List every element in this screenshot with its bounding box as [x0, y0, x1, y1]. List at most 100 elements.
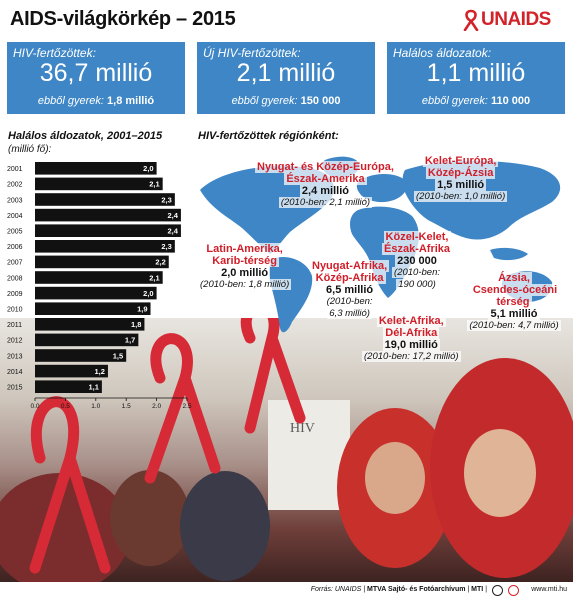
ribbon-group — [29, 300, 306, 574]
stat-sub-label: ebből gyerek: — [421, 95, 488, 107]
region-value: 6,5 millió — [324, 284, 376, 296]
face-4 — [365, 442, 425, 514]
stat-sub-value: 1,8 millió — [107, 95, 155, 107]
bar-value-label: 2,0 — [143, 289, 153, 298]
region-value: 19,0 millió — [382, 339, 440, 351]
unaids-logo: UNAIDS — [462, 9, 566, 33]
background-photo: HIV — [0, 300, 573, 593]
y-tick-label: 2001 — [7, 166, 23, 173]
region-value: 2,4 millió — [299, 185, 351, 197]
y-tick-label: 2011 — [7, 322, 22, 329]
stat-box-hiv-infected: HIV-fertőzöttek: 36,7 millió ebből gyere… — [7, 42, 185, 114]
bar — [35, 208, 181, 222]
bar-value-label: 2,3 — [161, 195, 171, 204]
x-tick-label: 2,0 — [152, 403, 161, 408]
continent-indonesia — [490, 247, 528, 261]
bar — [35, 162, 157, 175]
stat-label: Új HIV-fertőzöttek: — [203, 46, 301, 60]
x-tick-label: 1,5 — [122, 403, 131, 408]
stat-sub-value: 150 000 — [300, 95, 341, 107]
logo-text: UNAIDS — [481, 9, 551, 30]
bar — [35, 224, 181, 237]
y-tick-label: 2004 — [7, 213, 23, 220]
person-3 — [180, 471, 270, 581]
y-tick-label: 2009 — [7, 291, 23, 298]
bar-value-label: 1,1 — [88, 382, 98, 391]
photo-scene: HIV — [0, 300, 573, 593]
chart-title: Halálos áldozatok, 2001–2015 — [8, 130, 163, 142]
bar — [35, 364, 108, 378]
region-name: Nyugat- és Közép-Európa, Észak-Amerika — [255, 161, 396, 185]
bar-value-label: 2,1 — [149, 180, 159, 189]
site-link[interactable]: www.mti.hu — [531, 586, 567, 593]
region-prev: (2010-ben: 190 000) — [392, 267, 442, 290]
region-value: 1,5 millió — [435, 179, 487, 191]
region-western-europe-north-america: Nyugat- és Közép-Európa, Észak-Amerika 2,… — [255, 161, 396, 209]
region-name: Kelet-Európa, Közép-Ázsia — [422, 155, 499, 179]
x-tick-label: 2,5 — [182, 403, 191, 408]
region-value: 2,0 millió — [219, 267, 271, 279]
y-tick-label: 2005 — [7, 228, 23, 235]
source-label: Forrás: — [310, 586, 333, 593]
bar — [35, 349, 127, 362]
deaths-bar-chart: 2001 2,0 2002 2,1 2003 2,3 2004 2,4 2005 2,4 2006 2… — [7, 162, 192, 408]
x-tick-label: 0,5 — [61, 403, 70, 408]
bar — [35, 177, 163, 191]
region-prev: (2010-ben: 1,0 millió) — [414, 191, 508, 202]
x-tick-label: 0,0 — [30, 403, 39, 408]
bar-value-label: 2,0 — [143, 164, 153, 173]
person-2 — [110, 470, 190, 566]
y-tick-label: 2002 — [7, 182, 23, 189]
region-value: 5,1 millió — [488, 308, 540, 320]
region-west-central-africa: Nyugat-Afrika, Közép-Afrika 6,5 millió (2… — [310, 260, 390, 320]
bar-value-label: 1,9 — [137, 304, 147, 313]
footer: Forrás: UNAIDS | MTVA Sajtó- és Fotóarch… — [0, 582, 573, 600]
source-name: UNAIDS — [334, 586, 362, 593]
bar — [35, 271, 163, 284]
bar — [35, 380, 102, 393]
region-prev: (2010-ben: 1,8 millió) — [198, 279, 292, 290]
y-tick-label: 2013 — [7, 353, 23, 360]
bar — [35, 333, 139, 347]
bar-value-label: 1,8 — [131, 320, 141, 329]
ribbon-2 — [144, 333, 221, 484]
footer-credit: Forrás: UNAIDS | MTVA Sajtó- és Fotóarch… — [310, 586, 487, 593]
region-name: Ázsia, Csendes-óceáni térség — [470, 272, 558, 308]
bar-value-label: 1,2 — [95, 367, 105, 376]
bar-value-label: 2,2 — [155, 258, 165, 267]
bar-value-label: 2,4 — [167, 211, 178, 220]
y-tick-label: 2008 — [7, 275, 23, 282]
chart-unit-label: (millió fő): — [8, 144, 52, 155]
region-value: 230 000 — [395, 255, 439, 267]
stat-box-deaths: Halálos áldozatok: 1,1 millió ebből gyer… — [387, 42, 565, 114]
region-eastern-europe-central-asia: Kelet-Európa, Közép-Ázsia 1,5 millió (201… — [414, 155, 508, 203]
x-tick-label: 1,0 — [91, 403, 100, 408]
stat-sub: ebből gyerek: 1,8 millió — [7, 95, 185, 107]
y-tick-label: 2003 — [7, 197, 23, 204]
region-prev: (2010-ben: 4,7 millió) — [467, 320, 561, 331]
stat-sub-label: ebből gyerek: — [37, 95, 104, 107]
face-5 — [464, 429, 536, 517]
bar — [35, 286, 157, 300]
bars-layer: 2001 2,0 2002 2,1 2003 2,3 2004 2,4 2005 2,4 2006 2… — [7, 162, 181, 393]
x-axis: 0,0 0,5 1,0 1,5 2,0 2,5 — [30, 397, 192, 408]
stat-value: 36,7 millió — [39, 59, 153, 87]
banner — [268, 400, 350, 510]
stat-box-new-infections: Új HIV-fertőzöttek: 2,1 millió ebből gye… — [197, 42, 375, 114]
stat-sub-value: 110 000 — [490, 95, 531, 107]
bar — [35, 193, 175, 206]
region-latin-america-caribbean: Latin-Amerika, Karib-térség 2,0 millió (2… — [198, 243, 292, 291]
y-tick-label: 2015 — [7, 384, 23, 391]
bar — [35, 318, 145, 331]
region-middle-east-north-africa: Közel-Kelet, Észak-Afrika 230 000 (2010-b… — [382, 231, 453, 291]
map-title: HIV-fertőzöttek régiónként: — [198, 130, 339, 142]
y-tick-label: 2010 — [7, 306, 23, 313]
agency-short: MTI — [471, 586, 484, 593]
stat-sub: ebből gyerek: 110 000 — [387, 95, 565, 107]
stat-value: 2,1 millió — [236, 59, 336, 87]
bar — [35, 240, 175, 253]
bar-value-label: 1,7 — [125, 336, 135, 345]
y-tick-label: 2012 — [7, 338, 23, 345]
bar — [35, 302, 151, 315]
stat-label: Halálos áldozatok: — [393, 46, 492, 60]
